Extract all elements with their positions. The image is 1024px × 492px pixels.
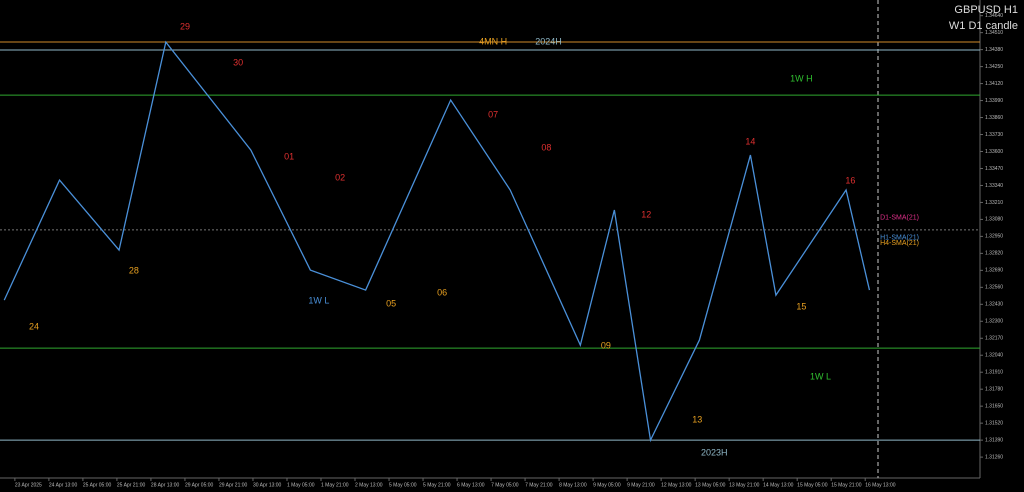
x-tick-label: 13 May 21:00 — [729, 482, 760, 488]
annotation: 1W L — [810, 372, 831, 382]
y-tick-label: 1.31910 — [985, 370, 1003, 376]
y-tick-label: 1.31260 — [985, 454, 1003, 460]
annotation: 09 — [601, 340, 611, 350]
annotation: 28 — [129, 266, 139, 276]
x-tick-label: 2 May 13:00 — [355, 482, 383, 488]
annotation: 06 — [437, 287, 447, 297]
y-tick-label: 1.32170 — [985, 336, 1003, 342]
x-tick-label: 13 May 05:00 — [695, 482, 726, 488]
zigzag-line — [3, 40, 871, 443]
x-tick-label: 8 May 13:00 — [559, 482, 587, 488]
annotation: 4MN H — [479, 36, 507, 46]
annotation: 01 — [284, 151, 294, 161]
annotation: 15 — [796, 302, 806, 312]
y-tick-label: 1.31780 — [985, 387, 1003, 393]
y-tick-label: 1.32430 — [985, 302, 1003, 308]
y-tick-label: 1.32300 — [985, 319, 1003, 325]
annotation: 30 — [233, 57, 243, 67]
annotation: 02 — [335, 172, 345, 182]
x-tick-label: 23 Apr 2025 — [15, 482, 42, 488]
x-tick-label: 30 Apr 13:00 — [253, 482, 282, 488]
annotation: 07 — [488, 109, 498, 119]
y-tick-label: 1.33340 — [985, 183, 1003, 189]
y-tick-label: 1.31520 — [985, 420, 1003, 426]
y-tick-label: 1.33860 — [985, 115, 1003, 121]
annotation: 12 — [641, 209, 651, 219]
annotation: 1W H — [790, 74, 813, 84]
y-tick-label: 1.33470 — [985, 166, 1003, 172]
y-tick-label: 1.33990 — [985, 98, 1003, 104]
y-tick-label: 1.32040 — [985, 353, 1003, 359]
chart-subtitle: W1 D1 candle — [949, 20, 1018, 32]
y-tick-label: 1.31390 — [985, 437, 1003, 443]
x-tick-label: 5 May 21:00 — [423, 482, 451, 488]
y-tick-label: 1.32820 — [985, 251, 1003, 257]
x-tick-label: 14 May 13:00 — [763, 482, 794, 488]
y-tick-label: 1.34510 — [985, 30, 1003, 36]
annotation: 1W L — [308, 296, 329, 306]
x-tick-label: 12 May 13:00 — [661, 482, 692, 488]
x-tick-label: 1 May 05:00 — [287, 482, 315, 488]
x-tick-label: 15 May 05:00 — [797, 482, 828, 488]
annotation: H1-SMA(21) — [880, 235, 919, 242]
x-tick-label: 6 May 13:00 — [457, 482, 485, 488]
annotation: 29 — [180, 21, 190, 31]
y-tick-label: 1.32560 — [985, 285, 1003, 291]
y-tick-label: 1.34380 — [985, 47, 1003, 53]
y-tick-label: 1.34250 — [985, 64, 1003, 70]
y-tick-label: 1.33210 — [985, 200, 1003, 206]
y-tick-label: 1.31650 — [985, 403, 1003, 409]
y-tick-label: 1.33730 — [985, 132, 1003, 138]
x-tick-label: 25 Apr 05:00 — [83, 482, 112, 488]
annotation: 16 — [845, 175, 855, 185]
annotation: D1-SMA(21) — [880, 215, 919, 222]
annotation: 2023H — [701, 448, 728, 458]
x-tick-label: 24 Apr 13:00 — [49, 482, 78, 488]
y-tick-label: 1.32950 — [985, 234, 1003, 240]
x-tick-label: 15 May 21:00 — [831, 482, 862, 488]
x-tick-label: 29 Apr 21:00 — [219, 482, 248, 488]
x-tick-label: 7 May 05:00 — [491, 482, 519, 488]
annotation: 14 — [745, 136, 755, 146]
x-tick-label: 29 Apr 05:00 — [185, 482, 214, 488]
y-tick-label: 1.34640 — [985, 13, 1003, 19]
x-tick-label: 5 May 05:00 — [389, 482, 417, 488]
annotation: H4-SMA(21) — [880, 240, 919, 247]
y-tick-label: 1.34120 — [985, 81, 1003, 87]
x-tick-label: 1 May 21:00 — [321, 482, 349, 488]
annotation: 13 — [692, 415, 702, 425]
y-tick-label: 1.33080 — [985, 217, 1003, 223]
annotation: 2024H — [535, 36, 562, 46]
annotation: 05 — [386, 299, 396, 309]
x-tick-label: 25 Apr 21:00 — [117, 482, 146, 488]
chart-title: GBPUSD H1 — [954, 4, 1018, 16]
x-tick-label: 16 May 13:00 — [865, 482, 896, 488]
x-tick-label: 9 May 05:00 — [593, 482, 621, 488]
x-tick-label: 9 May 21:00 — [627, 482, 655, 488]
annotation: 08 — [541, 142, 551, 152]
x-tick-label: 28 Apr 13:00 — [151, 482, 180, 488]
y-tick-label: 1.33600 — [985, 149, 1003, 155]
annotation: 24 — [29, 322, 39, 332]
y-tick-label: 1.32690 — [985, 268, 1003, 274]
x-tick-label: 7 May 21:00 — [525, 482, 553, 488]
